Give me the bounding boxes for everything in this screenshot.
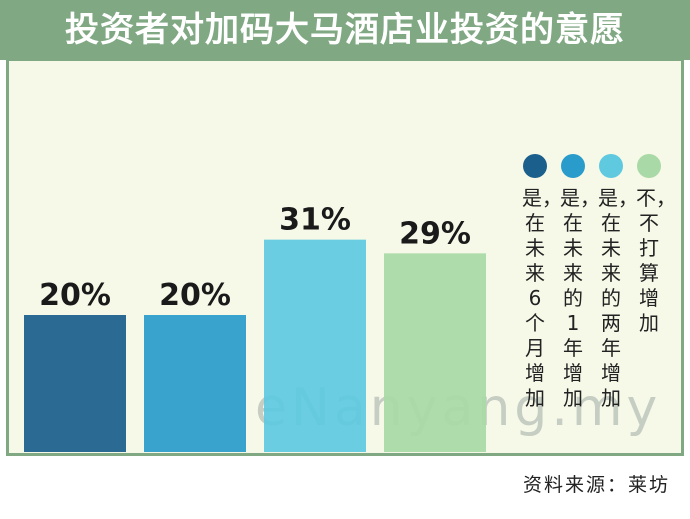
- legend-label-1-year: 是，在未来的1年增加: [560, 186, 600, 410]
- data-label-no-plan: 29%: [399, 216, 471, 251]
- legend-swatch-no-plan: [637, 154, 661, 178]
- bar-2-years: [264, 239, 366, 452]
- data-label-6-months: 20%: [39, 278, 111, 313]
- title-bar: [0, 0, 690, 60]
- bar-6-months: [24, 315, 126, 452]
- source-note: 资料来源：莱坊: [522, 474, 670, 496]
- chart-title: 投资者对加码大马酒店业投资的意愿: [65, 10, 625, 50]
- legend-label-6-months: 是，在未来6个月增加: [522, 186, 562, 410]
- data-label-2-years: 31%: [279, 203, 351, 238]
- legend-swatch-2-years: [599, 154, 623, 178]
- legend-label-no-plan: 不，不打算增加: [636, 186, 676, 335]
- bar-1-year: [144, 315, 246, 452]
- legend-swatch-6-months: [523, 154, 547, 178]
- data-label-1-year: 20%: [159, 278, 231, 313]
- bar-no-plan: [384, 253, 486, 452]
- legend-swatch-1-year: [561, 154, 585, 178]
- legend-label-2-years: 是，在未来的两年增加: [598, 186, 638, 410]
